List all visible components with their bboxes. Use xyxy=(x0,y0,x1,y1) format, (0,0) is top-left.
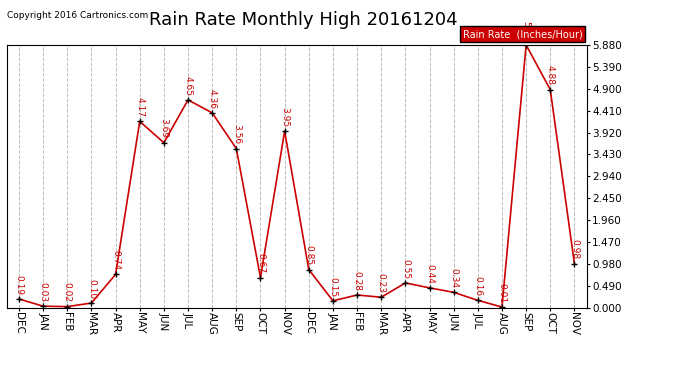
Text: 4.36: 4.36 xyxy=(208,89,217,109)
Text: 4.88: 4.88 xyxy=(546,66,555,86)
Text: 0.02: 0.02 xyxy=(63,282,72,303)
Text: 0.16: 0.16 xyxy=(473,276,482,296)
Text: 3.69: 3.69 xyxy=(159,118,168,139)
Text: 4.17: 4.17 xyxy=(135,97,144,117)
Text: 0.10: 0.10 xyxy=(87,279,96,299)
Text: 0.67: 0.67 xyxy=(256,253,265,273)
Text: Rain Rate Monthly High 20161204: Rain Rate Monthly High 20161204 xyxy=(149,11,458,29)
Text: 4.65: 4.65 xyxy=(184,76,193,96)
Text: 0.15: 0.15 xyxy=(328,276,337,297)
Text: 0.34: 0.34 xyxy=(449,268,458,288)
Text: 0.55: 0.55 xyxy=(401,259,410,279)
Text: 0.28: 0.28 xyxy=(353,271,362,291)
Text: 3.95: 3.95 xyxy=(280,107,289,127)
Text: 0.85: 0.85 xyxy=(304,245,313,266)
Text: Rain Rate  (Inches/Hour): Rain Rate (Inches/Hour) xyxy=(462,29,582,39)
Text: Copyright 2016 Cartronics.com: Copyright 2016 Cartronics.com xyxy=(7,11,148,20)
Text: 0.01: 0.01 xyxy=(497,283,506,303)
Text: 0.44: 0.44 xyxy=(425,264,434,284)
Text: 5.88: 5.88 xyxy=(522,21,531,41)
Text: 0.19: 0.19 xyxy=(14,275,23,295)
Text: 0.74: 0.74 xyxy=(111,250,120,270)
Text: 0.03: 0.03 xyxy=(39,282,48,302)
Text: 0.23: 0.23 xyxy=(377,273,386,293)
Text: 3.56: 3.56 xyxy=(232,124,241,144)
Text: 0.98: 0.98 xyxy=(570,240,579,260)
